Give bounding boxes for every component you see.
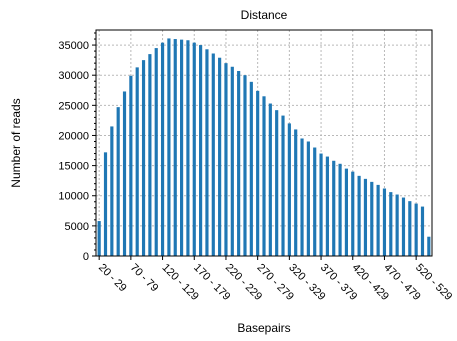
y-tick-label: 5000	[65, 221, 89, 233]
bar	[186, 40, 190, 256]
bar	[389, 192, 393, 256]
chart-title: Distance	[241, 8, 288, 22]
plot-frame	[95, 29, 433, 257]
bar	[129, 75, 133, 256]
bar	[211, 53, 215, 256]
bar	[199, 45, 203, 256]
bar	[401, 197, 406, 256]
bar	[148, 54, 152, 256]
bar	[249, 81, 253, 256]
bar	[122, 91, 127, 256]
bar	[363, 178, 368, 256]
bar	[414, 203, 418, 256]
bar	[427, 236, 431, 256]
y-tick-label: 0	[83, 251, 89, 263]
bar	[160, 42, 165, 256]
bar	[287, 123, 291, 256]
bar	[281, 115, 285, 256]
y-tick-label: 25000	[58, 100, 89, 112]
bar	[180, 39, 184, 256]
bar	[313, 147, 317, 256]
bar	[351, 171, 355, 256]
bar	[300, 138, 304, 256]
y-tick-label: 10000	[58, 191, 89, 203]
bar	[135, 67, 139, 257]
bar	[344, 168, 348, 256]
bar	[167, 38, 171, 256]
bar	[192, 42, 196, 256]
bar	[110, 126, 114, 257]
bar	[382, 188, 387, 256]
bar	[268, 103, 272, 256]
bar	[218, 57, 222, 256]
bar	[395, 194, 399, 256]
bar	[294, 129, 298, 256]
x-tick-label: 20 - 29	[96, 262, 129, 295]
x-tick-label: 70 - 79	[128, 262, 161, 295]
bar	[173, 39, 177, 256]
y-axis: 0 5000 10000 15000 20000 25000 30000 35000	[58, 32, 96, 263]
bar	[224, 63, 228, 257]
bar	[370, 181, 374, 256]
bar	[256, 90, 260, 257]
bar	[420, 206, 425, 256]
y-tick-label: 35000	[58, 40, 89, 52]
bar	[205, 49, 209, 256]
bar	[116, 107, 120, 256]
bar-layer	[97, 38, 431, 257]
y-tick-label: 30000	[58, 70, 89, 82]
bar	[103, 152, 108, 256]
bar	[357, 175, 361, 256]
bar	[408, 201, 412, 256]
x-axis-label: Basepairs	[237, 321, 290, 335]
y-tick-label: 15000	[58, 161, 89, 173]
bar	[376, 184, 380, 256]
bar	[275, 110, 279, 257]
bar	[154, 48, 158, 256]
y-tick-label: 20000	[58, 130, 89, 142]
bar	[230, 66, 234, 256]
bar	[243, 75, 247, 256]
bar	[237, 70, 241, 256]
bar	[332, 160, 336, 256]
bar	[141, 60, 146, 256]
y-axis-label: Number of reads	[9, 98, 23, 187]
bar	[262, 96, 266, 256]
bar	[319, 153, 323, 256]
bar	[338, 163, 342, 256]
bar	[97, 221, 101, 256]
bar	[306, 141, 310, 256]
bar	[325, 156, 329, 256]
